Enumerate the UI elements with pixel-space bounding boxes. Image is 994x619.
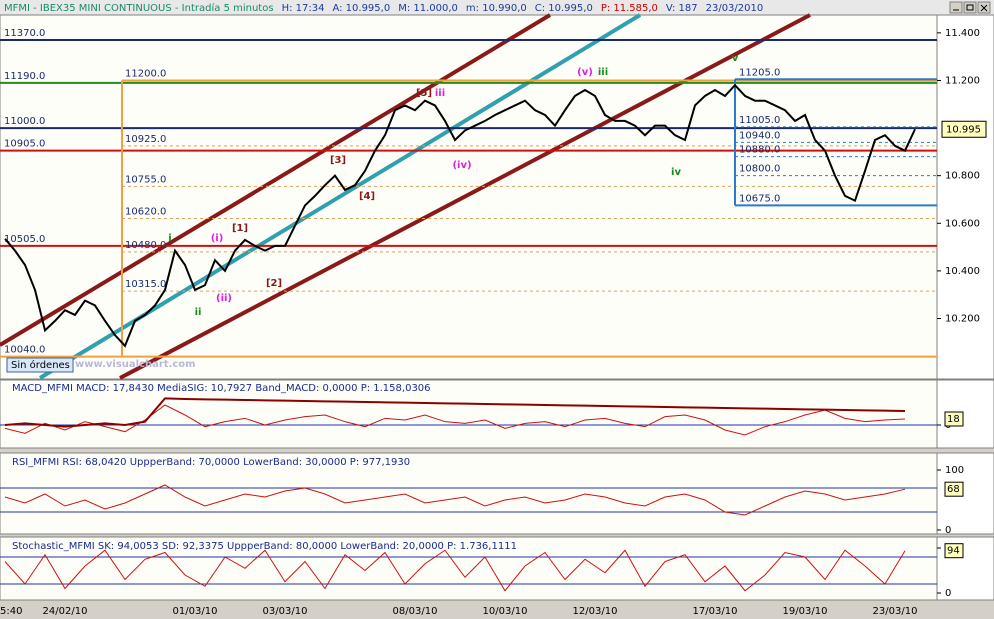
level-label: 10755.0 [125,174,166,185]
main-panel [0,14,938,380]
wave-label: (v) [577,67,593,78]
y-tick-label: 11.400 [945,28,980,39]
last-value-box [944,411,964,427]
last-value-box [944,481,964,497]
level-label: 11370.0 [4,28,45,39]
wave-label: iv [671,167,681,178]
level-label: 10925.0 [125,134,166,145]
header-field: H: 17:34 [282,3,325,14]
x-tick-label: 24/02/10 [43,606,88,617]
y-tick-label: 0 [945,588,951,599]
x-tick-label: 19/03/10 [783,606,828,617]
header-field: V: 187 [666,3,698,14]
wave-label: (i) [211,233,224,244]
y-tick-label: 10.200 [945,313,980,324]
level-label: 10620.0 [125,207,166,218]
header-field: 23/03/2010 [706,3,764,14]
close-icon [980,4,988,12]
x-tick-label: 17/03/10 [693,606,738,617]
header-field: A: 10.995,0 [332,3,390,14]
x-tick-label: 5:40 [0,606,22,617]
wave-label: [4] [359,191,375,202]
level-label: 10880.0 [739,145,780,156]
y-tick-label: 10.600 [945,218,980,229]
wave-label: v [732,53,739,64]
indicator-line [4,549,906,592]
stoch-panel [0,536,938,601]
wave-label: [3] [330,155,346,166]
panel-title: MACD_MFMI MACD: 17,8430 MediaSIG: 10,792… [12,383,431,394]
header-field: C: 10.995,0 [535,3,593,14]
header-field: MFMI - IBEX35 MINI CONTINUOUS - Intradía… [4,2,274,14]
level-label: 10675.0 [739,193,780,204]
wave-label: iii [435,88,445,99]
window-buttons [949,1,991,14]
header-field: M: 11.000,0 [398,3,458,14]
last-value-label: 18 [947,414,960,425]
level-label: 11005.0 [739,115,780,126]
level-label: 11000.0 [4,116,45,127]
x-tick-label: 10/03/10 [483,606,528,617]
x-tick-label: 01/03/10 [173,606,218,617]
x-tick-label: 08/03/10 [393,606,438,617]
indicator-line [4,397,906,428]
panel-title: Stochastic_MFMI SK: 94,0053 SD: 92,3375 … [12,541,517,552]
channel-upper [0,13,552,347]
level-label: 10940.0 [739,130,780,141]
wave-label: i [168,233,171,244]
wave-label: iii [598,67,608,78]
last-value-label: 68 [947,484,960,495]
panel-title: RSI_MFMI RSI: 68,0420 UppperBand: 70,000… [12,457,410,468]
y-tick-label: 100 [945,465,964,476]
maximize-button[interactable] [963,1,977,14]
wave-label: ii [195,307,202,318]
y-tick-label: 10.800 [945,171,980,182]
wave-label: (iv) [452,160,471,171]
indicator-line [4,404,906,436]
macd-axis [936,379,994,449]
indicator-line [4,484,906,516]
status-box [6,357,74,373]
channel-lower [119,13,811,380]
header-text: MFMI - IBEX35 MINI CONTINUOUS - Intradía… [4,2,763,14]
price-line [4,83,916,348]
x-tick-label: 12/03/10 [573,606,618,617]
level-label: 10800.0 [739,164,780,175]
main-axis [936,14,994,380]
wave-label: [5] [416,88,432,99]
y-tick-label: 10.400 [945,266,980,277]
header-field: m: 10.990,0 [466,3,527,14]
level-label: 10905.0 [4,139,45,150]
y-tick-label: 0 [945,525,951,536]
x-tick-label: 23/03/10 [873,606,918,617]
last-value-box [944,543,964,559]
header-field: P: 11.585,0 [601,3,658,14]
watermark: www.visualchart.com [75,359,196,370]
level-label: 11200.0 [125,68,166,79]
rsi-panel [0,452,938,535]
wave-label: [2] [266,278,282,289]
last-price-box [941,120,987,138]
level-label: 10040.0 [4,345,45,356]
header-bar [0,0,994,15]
minimize-button[interactable] [949,1,963,14]
wave-label: (ii) [216,293,232,304]
level-label: 10505.0 [4,234,45,245]
wave-label: [1] [232,223,248,234]
level-label: 10480.0 [125,240,166,251]
x-tick-label: 03/03/10 [263,606,308,617]
last-price-label: 10.995 [946,124,981,135]
macd-panel [0,379,938,449]
y-tick-label: 11.200 [945,75,980,86]
level-label: 10315.0 [125,279,166,290]
level-label: 11205.0 [739,67,780,78]
maximize-icon [966,4,974,11]
level-label: 11190.0 [4,71,45,82]
last-value-label: 94 [947,546,960,557]
status-label: Sin órdenes [11,359,70,371]
